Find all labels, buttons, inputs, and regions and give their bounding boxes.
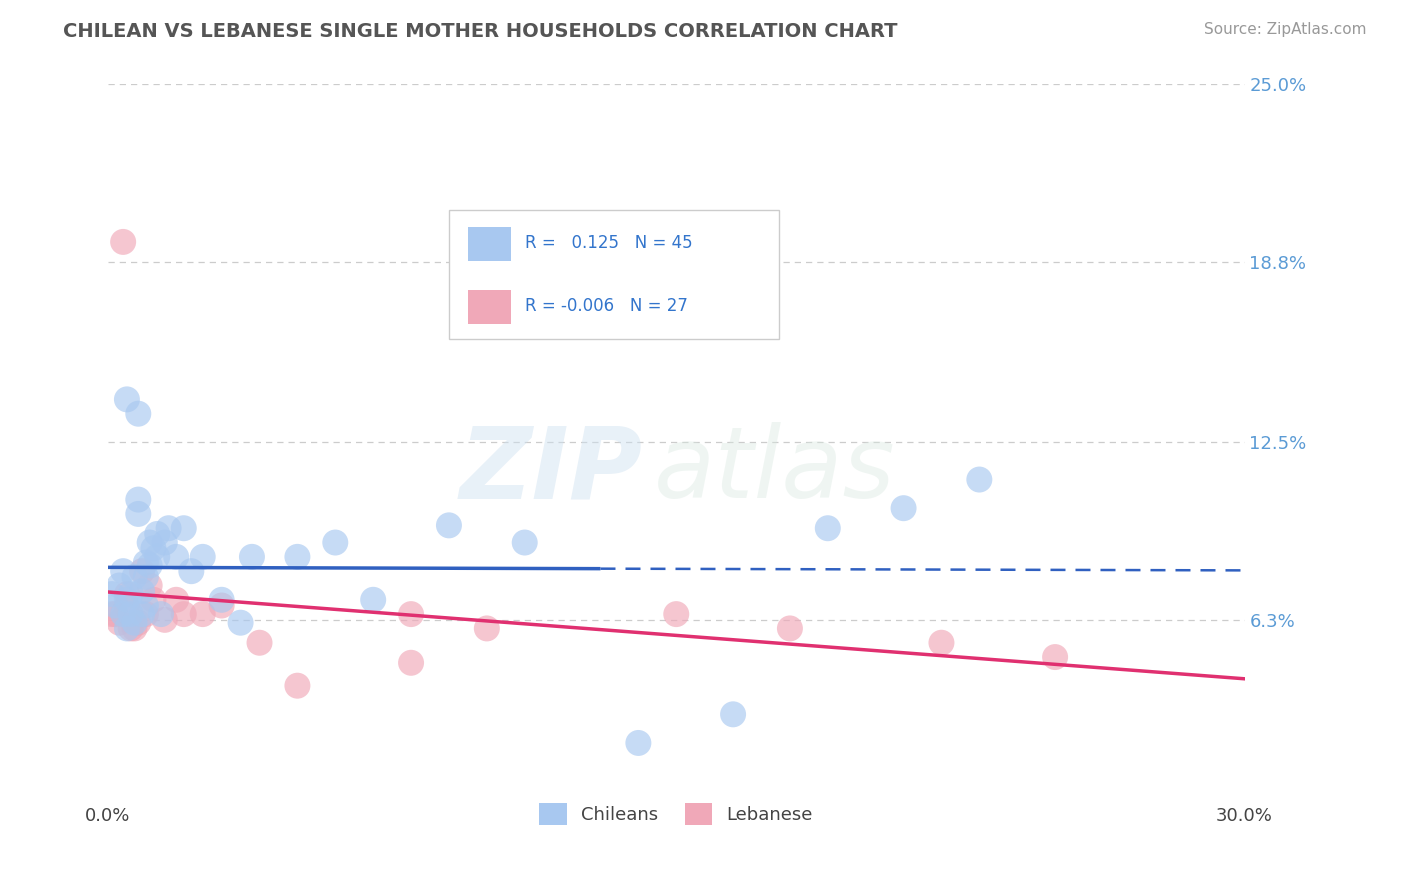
Point [127, 615, 149, 630]
Text: R =   0.125   N = 45: R = 0.125 N = 45 [524, 235, 693, 252]
Point [211, 599, 233, 613]
Point [115, 592, 138, 607]
Point [135, 607, 157, 621]
Point [120, 587, 142, 601]
Point [124, 622, 146, 636]
Point [100, 587, 122, 601]
Point [115, 392, 138, 407]
Point [112, 564, 135, 578]
Text: CHILEAN VS LEBANESE SINGLE MOTHER HOUSEHOLDS CORRELATION CHART: CHILEAN VS LEBANESE SINGLE MOTHER HOUSEH… [63, 22, 898, 41]
Text: atlas: atlas [654, 423, 896, 519]
Point [135, 570, 157, 584]
Point [112, 235, 135, 249]
Point [138, 535, 160, 549]
Point [150, 607, 173, 621]
Point [191, 549, 214, 564]
Point [124, 570, 146, 584]
Point [969, 473, 991, 487]
Point [146, 527, 169, 541]
Point [287, 679, 309, 693]
Point [627, 736, 650, 750]
Point [104, 599, 127, 613]
Point [127, 492, 149, 507]
Point [173, 521, 195, 535]
Bar [468, 290, 512, 324]
Point [229, 615, 252, 630]
Text: ZIP: ZIP [460, 423, 643, 519]
Text: Source: ZipAtlas.com: Source: ZipAtlas.com [1204, 22, 1367, 37]
Point [817, 521, 839, 535]
Point [893, 501, 915, 516]
Point [165, 592, 187, 607]
Legend: Chileans, Lebanese: Chileans, Lebanese [530, 794, 823, 834]
Point [108, 615, 131, 630]
Point [165, 549, 187, 564]
Point [249, 636, 271, 650]
Point [779, 622, 801, 636]
Point [157, 521, 180, 535]
Point [115, 622, 138, 636]
Point [931, 636, 953, 650]
Point [131, 607, 153, 621]
Point [127, 507, 149, 521]
Point [142, 592, 165, 607]
Point [120, 607, 142, 621]
Point [287, 549, 309, 564]
Point [131, 564, 153, 578]
Point [665, 607, 688, 621]
Point [115, 587, 138, 601]
Point [361, 592, 384, 607]
Point [211, 592, 233, 607]
Point [112, 607, 135, 621]
Point [138, 558, 160, 573]
Point [240, 549, 263, 564]
Point [323, 535, 346, 549]
Point [127, 407, 149, 421]
Point [180, 564, 202, 578]
Point [131, 584, 153, 599]
Point [399, 656, 422, 670]
Point [475, 622, 498, 636]
Point [437, 518, 460, 533]
Point [120, 622, 142, 636]
Point [173, 607, 195, 621]
Point [135, 599, 157, 613]
Point [153, 535, 176, 549]
Point [146, 549, 169, 564]
Point [138, 578, 160, 592]
Point [1043, 650, 1066, 665]
Point [108, 578, 131, 592]
Text: R = -0.006   N = 27: R = -0.006 N = 27 [524, 297, 688, 316]
Point [191, 607, 214, 621]
Bar [468, 227, 512, 261]
FancyBboxPatch shape [449, 210, 779, 339]
Point [100, 607, 122, 621]
Point [135, 556, 157, 570]
Point [124, 615, 146, 630]
Point [513, 535, 536, 549]
Point [104, 607, 127, 621]
Point [399, 607, 422, 621]
Point [153, 613, 176, 627]
Point [115, 599, 138, 613]
Point [142, 541, 165, 556]
Point [721, 707, 744, 722]
